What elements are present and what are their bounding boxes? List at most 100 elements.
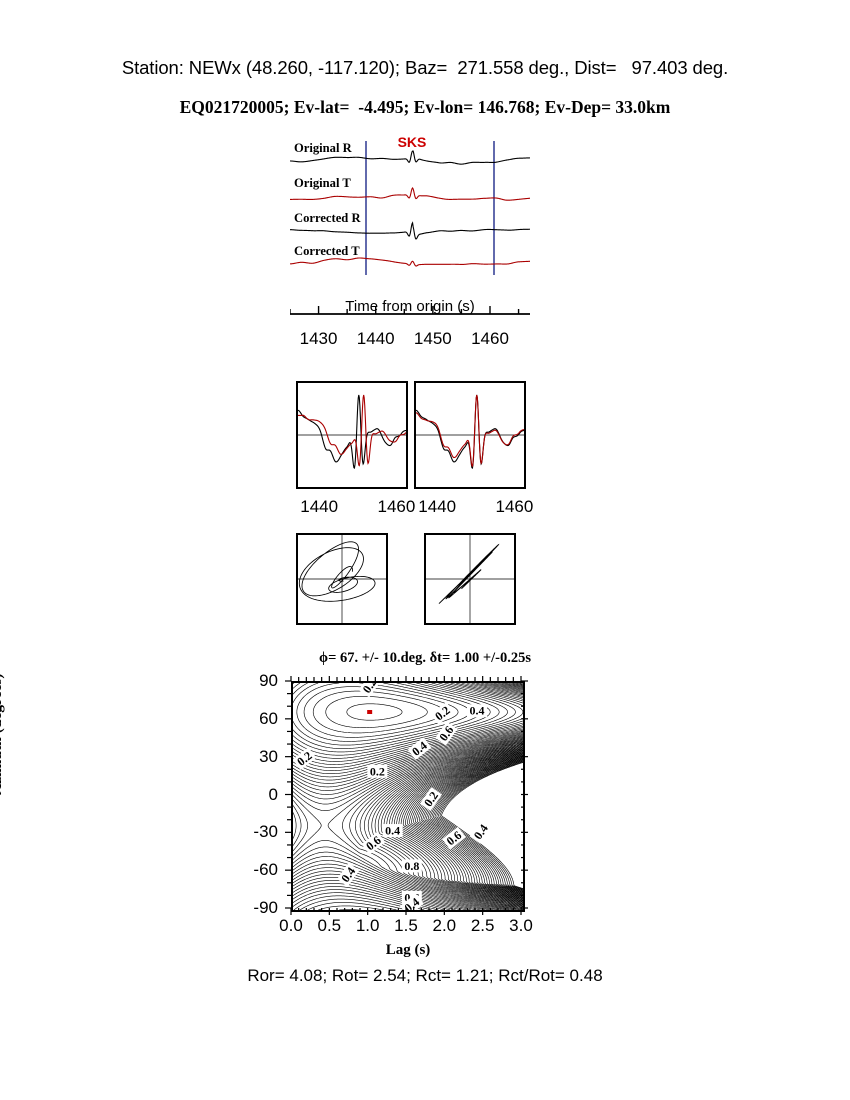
contour-line [293,683,523,910]
contour-label-bg [419,787,443,811]
uncorrected-fast-trace [297,394,407,469]
contour-line [417,754,523,897]
contour-label-0-4-5: 0.4 [470,704,485,718]
contour-label-bg [442,826,466,850]
contour-line [293,683,523,910]
contour-axis-ticks [285,676,528,915]
contour-line [380,743,523,908]
contour-label-bg [407,737,432,760]
contour-line [393,747,523,904]
contour-y-axis-label: Azimuth (degrees) [0,673,5,795]
contour-xtick-2-5: 2.5 [470,916,495,935]
corrected-pm-svg [426,535,514,623]
contour-label-bg [401,859,422,873]
splitting-parameters-title: ϕ= 67. +/- 10.deg. δt= 1.00 +/-0.25s [319,650,531,666]
mid-tick-0-1460: 1460 [377,497,416,516]
trace-original-t [290,187,530,201]
time-tick-1430: 1430 [299,329,338,348]
contour-ytick-30: 30 [259,746,278,766]
contour-label-bg [361,831,386,855]
contour-xtick-0-0: 0.0 [279,916,303,935]
uncorrected-window-box [296,381,408,489]
uncorrected-pm-svg [298,535,386,623]
trace-label-corrected-t: Corrected T [294,244,360,258]
contour-label-bg [469,819,492,844]
corrected-fast-trace [415,394,525,469]
error-surface-contour-plot: 0.2 0.2 0.2 0.2 0.2 0.4 0.4 0.6 0.4 0.6 0.4 0.8 0.6 0… [291,681,525,912]
trace-corrected-t [290,257,530,267]
mid-tick-1-1440: 1440 [418,497,457,516]
contour-line [409,751,523,900]
contour-line [325,696,428,728]
contour-label-bg [358,683,381,698]
uncorrected-slow-trace [298,394,407,467]
contour-label-bg [430,701,455,725]
contour-line [293,683,523,910]
contour-line [429,758,523,893]
contour-ytick--30: -30 [253,822,278,842]
trace-label-original-r: Original R [294,141,353,155]
contour-line [312,690,445,734]
contour-xtick-2-0: 2.0 [432,916,457,935]
amplitude-ratio-stats: Ror= 4.08; Rot= 2.54; Rct= 1.21; Rct/Rot… [247,966,603,985]
time-axis-tick-labels: 1430 1440 1450 1460 [270,329,550,353]
trace-original-r [290,150,530,165]
contour-line [396,747,523,904]
window-marker-lines [365,141,495,275]
contour-xtick-1-5: 1.5 [394,916,418,935]
contour-line [293,683,523,910]
contour-line [293,683,523,910]
mid-box-tick-labels: 1440 1460 1440 1460 [260,497,560,521]
contour-line [293,683,523,910]
contour-line [402,749,523,902]
contour-label-bg [367,764,388,778]
uncorrected-window-svg [297,394,407,469]
station-info-header: Station: NEWx (48.260, -117.120); Baz= 2… [121,57,729,78]
contour-line [427,757,523,894]
contour-line [400,749,523,902]
contour-line [434,759,523,892]
contour-line [346,703,403,721]
contour-line [391,746,523,905]
contour-line [432,759,523,892]
waveform-svg: Original R Original T Corrected R Correc… [290,134,530,275]
contour-line [413,752,523,899]
contour-label-bg [435,721,458,746]
contour-line [293,683,500,910]
contour-line [293,683,516,910]
contour-label-bg [337,862,360,887]
time-axis-svg [289,306,530,315]
contour-label-bg [399,893,424,910]
sks-phase-label: SKS [398,134,427,150]
mid-tick-0-1440: 1440 [300,497,339,516]
trace-label-original-t: Original T [294,176,351,190]
contour-line [438,761,523,890]
waveform-panel: Original R Original T Corrected R Correc… [290,133,530,275]
corrected-window-svg [415,394,525,469]
contour-ytick-0: 0 [268,784,278,804]
contour-label-bg [467,704,487,718]
contour-line [431,758,523,893]
contour-line [293,683,491,910]
corrected-pm-path [438,543,500,604]
contour-label-0-4-8: 0.4 [385,824,400,838]
contour-line [383,744,523,907]
contour-label-0-8-11: 0.8 [404,859,419,873]
event-info-header: EQ021720005; Ev-lat= -4.495; Ev-lon= 146… [179,97,671,117]
time-axis-title: Time from origin (s) [345,298,475,315]
trace-label-corrected-r: Corrected R [294,211,361,225]
contour-line [398,748,523,903]
contour-line [293,683,523,910]
trace-corrected-r [290,221,530,240]
contour-line [436,760,523,891]
corrected-window-box [414,381,526,489]
contour-label-0-2-2: 0.2 [370,764,385,778]
contour-ytick-60: 60 [259,708,278,728]
contour-xtick-1-0: 1.0 [355,916,380,935]
contour-line [293,683,523,910]
corrected-particle-motion-box [424,533,516,625]
contour-line [439,761,523,890]
contour-line [293,683,508,910]
contour-line [374,742,523,909]
